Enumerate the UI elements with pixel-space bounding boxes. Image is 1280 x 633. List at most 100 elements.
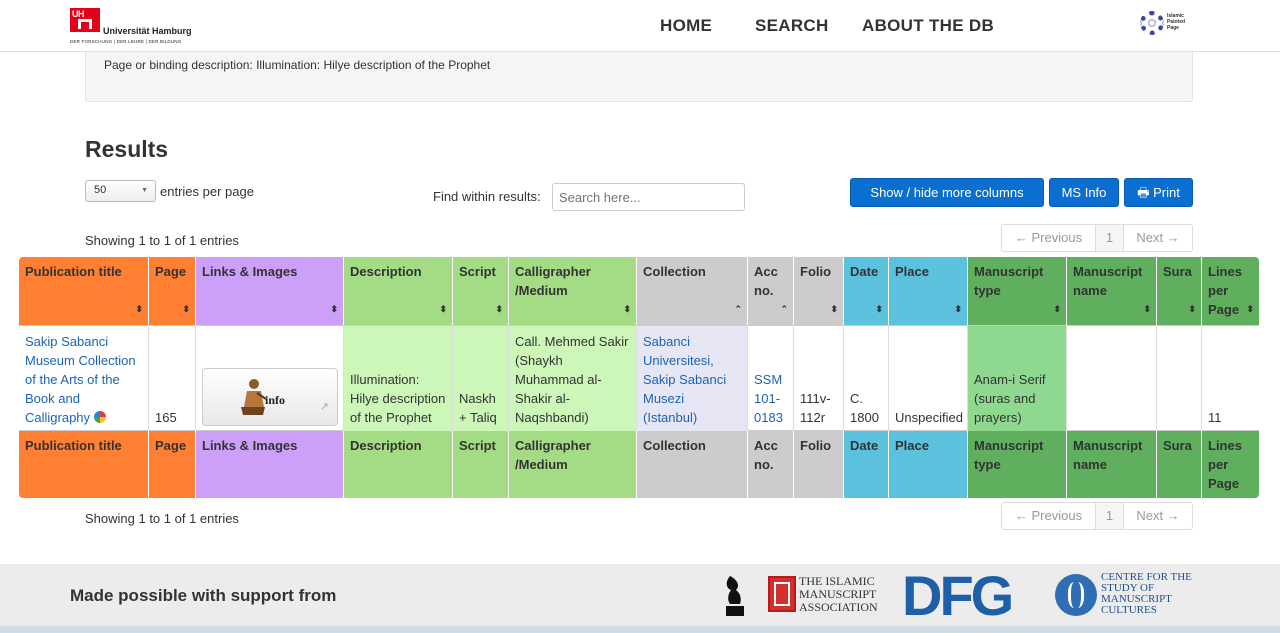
col-footer-ms-name: Manuscript name <box>1067 431 1157 498</box>
ms-info-button[interactable]: MS Info <box>1049 178 1119 207</box>
tima-logo[interactable] <box>722 574 748 620</box>
per-page-value: 50 <box>94 184 107 196</box>
col-header-script[interactable]: Script ⬍ <box>453 257 509 325</box>
page-1-button[interactable]: 1 <box>1096 503 1124 529</box>
entries-per-page-select[interactable]: 50 ▼ <box>85 180 156 202</box>
col-header-acc-no[interactable]: Acc no. ⌃ <box>748 257 794 325</box>
bottom-strip <box>0 626 1280 633</box>
cell-lines: 11 <box>1208 410 1222 425</box>
cell-collection[interactable]: Sabanci Universitesi, Sakip Sabanci Muse… <box>637 326 748 432</box>
sort-icon: ⬍ <box>875 304 883 314</box>
csmc-emblem-icon <box>1055 574 1097 616</box>
sort-icon: ⬍ <box>1246 304 1254 314</box>
col-footer-date: Date <box>844 431 889 498</box>
publication-link[interactable]: Sakip Sabanci Museum Collection of the A… <box>25 334 136 425</box>
query-summary: Page or binding description: Illuminatio… <box>85 52 1193 102</box>
cell-calligrapher: Call. Mehmed Sakir (Shaykh Muhammad al-S… <box>509 326 637 432</box>
sort-icon: ⬍ <box>135 304 143 314</box>
table-row: Sakip Sabanci Museum Collection of the A… <box>19 325 1259 432</box>
showing-entries-bottom: Showing 1 to 1 of 1 entries <box>85 511 239 526</box>
sort-icon: ⬍ <box>830 304 838 314</box>
showing-entries-top: Showing 1 to 1 of 1 entries <box>85 233 239 248</box>
uhh-mark-icon: UH <box>70 8 100 32</box>
nav-home[interactable]: HOME <box>660 16 713 35</box>
cell-publication[interactable]: Sakip Sabanci Museum Collection of the A… <box>19 326 149 432</box>
next-page-button[interactable]: Next → <box>1136 230 1180 245</box>
col-header-links[interactable]: Links & Images ⬍ <box>196 257 344 325</box>
cell-links: info ↗ <box>196 326 344 432</box>
pagination-top: ← Previous 1 Next → <box>1001 224 1193 252</box>
sort-asc-icon: ⌃ <box>780 304 788 314</box>
sort-asc-icon: ⌃ <box>734 304 742 314</box>
top-navbar: UH Universität Hamburg DER FORSCHUNG | D… <box>0 0 1280 52</box>
col-header-collection[interactable]: Collection ⌃ <box>637 257 748 325</box>
cell-script: Naskh + Taliq <box>453 326 509 432</box>
col-footer-lines: Lines per Page <box>1202 431 1259 498</box>
cell-acc-no[interactable]: SSM 101-0183 <box>748 326 794 432</box>
col-header-place[interactable]: Place ⬍ <box>889 257 968 325</box>
col-header-date[interactable]: Date ⬍ <box>844 257 889 325</box>
show-hide-columns-button[interactable]: Show / hide more columns <box>850 178 1044 207</box>
col-header-lines[interactable]: Lines per Page ⬍ <box>1202 257 1259 325</box>
cell-ms-type: Anam-i Serif (suras and prayers) <box>968 326 1067 432</box>
sort-icon: ⬍ <box>954 304 962 314</box>
cell-date: C. 1800 <box>844 326 889 432</box>
col-footer-folio: Folio <box>794 431 844 498</box>
university-name: Universität Hamburg <box>103 26 192 36</box>
nav-search[interactable]: SEARCH <box>755 16 829 35</box>
col-footer-publication: Publication title <box>19 431 149 498</box>
scholar-figure-icon <box>241 379 267 415</box>
col-header-description[interactable]: Description ⬍ <box>344 257 453 325</box>
external-link-icon: ↗ <box>319 401 329 413</box>
sort-icon: ⬍ <box>182 304 190 314</box>
sort-icon: ⬍ <box>495 304 503 314</box>
sort-icon: ⬍ <box>330 304 338 314</box>
next-page-button[interactable]: Next → <box>1136 508 1180 523</box>
chevron-down-icon: ▼ <box>141 187 148 194</box>
project-logo-text: Islamic Painted Page <box>1167 13 1186 31</box>
sponsor-footer: Made possible with support from THE ISLA… <box>0 564 1280 633</box>
dfg-logo[interactable]: DFG <box>902 564 1014 627</box>
islamic-manuscript-association-text[interactable]: THE ISLAMIC MANUSCRIPT ASSOCIATION <box>799 574 878 614</box>
col-header-publication[interactable]: Publication title ⬍ <box>19 257 149 325</box>
nav-about[interactable]: ABOUT THE DB <box>862 16 995 35</box>
col-footer-place: Place <box>889 431 968 498</box>
acc-no-link[interactable]: SSM 101-0183 <box>754 372 783 425</box>
info-image-link[interactable]: info ↗ <box>202 368 338 426</box>
search-input[interactable] <box>552 183 745 211</box>
col-header-ms-name[interactable]: Manuscript name ⬍ <box>1067 257 1157 325</box>
cell-place: Unspecified <box>889 326 968 432</box>
previous-page-button[interactable]: ← Previous <box>1002 225 1096 251</box>
cell-description: Illumination: Hilye description of the P… <box>344 326 453 432</box>
rosette-icon <box>1140 11 1164 35</box>
print-icon: 🖶 <box>1137 185 1150 200</box>
col-header-page[interactable]: Page ⬍ <box>149 257 196 325</box>
sort-icon: ⬍ <box>439 304 447 314</box>
tima-icon <box>726 576 744 616</box>
col-header-sura[interactable]: Sura ⬍ <box>1157 257 1202 325</box>
print-button[interactable]: 🖶 Print <box>1124 178 1193 207</box>
info-label: info <box>265 393 286 407</box>
col-footer-links: Links & Images <box>196 431 344 498</box>
sort-icon: ⬍ <box>1053 304 1061 314</box>
col-footer-sura: Sura <box>1157 431 1202 498</box>
per-page-label: entries per page <box>160 184 254 199</box>
col-footer-page: Page <box>149 431 196 498</box>
sort-icon: ⬍ <box>1188 304 1196 314</box>
cell-page: 165 <box>149 326 196 432</box>
col-header-ms-type[interactable]: Manuscript type ⬍ <box>968 257 1067 325</box>
col-header-folio[interactable]: Folio ⬍ <box>794 257 844 325</box>
page-1-button[interactable]: 1 <box>1096 225 1124 251</box>
university-hamburg-logo[interactable]: UH Universität Hamburg DER FORSCHUNG | D… <box>70 8 200 48</box>
col-footer-script: Script <box>453 431 509 498</box>
col-header-calligrapher[interactable]: Calligrapher /Medium ⬍ <box>509 257 637 325</box>
results-heading: Results <box>85 136 169 162</box>
previous-page-button[interactable]: ← Previous <box>1002 503 1096 529</box>
pagination-bottom: ← Previous 1 Next → <box>1001 502 1193 530</box>
collection-link[interactable]: Sabanci Universitesi, Sakip Sabanci Muse… <box>643 334 727 425</box>
col-footer-acc-no: Acc no. <box>748 431 794 498</box>
csmc-text[interactable]: CENTRE FOR THE STUDY OF MANUSCRIPT CULTU… <box>1101 571 1192 616</box>
color-wheel-icon <box>93 411 106 423</box>
tima-association-emblem-icon <box>768 576 796 612</box>
islamic-painted-page-logo[interactable]: Islamic Painted Page <box>1140 11 1200 37</box>
